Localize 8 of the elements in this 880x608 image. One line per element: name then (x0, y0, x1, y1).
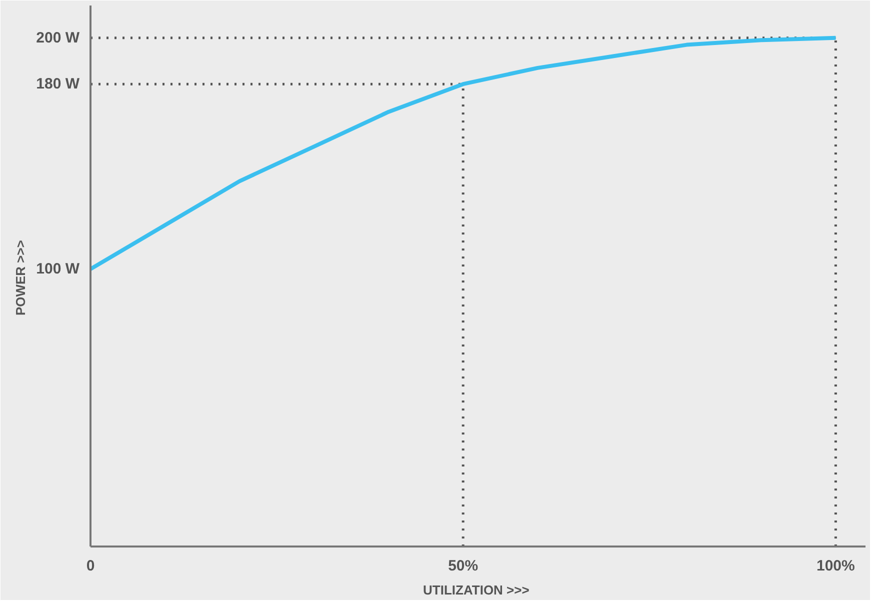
y-tick-label: 100 W (36, 260, 80, 278)
y-tick-label: 180 W (36, 76, 80, 93)
x-tick-label: 50% (448, 558, 478, 574)
x-tick-label: 100% (816, 558, 855, 574)
x-tick-label: 0 (86, 558, 95, 574)
y-tick-label: 200 W (36, 29, 80, 46)
y-axis-title: POWER >>> (13, 240, 28, 316)
x-axis-title: UTILIZATION >>> (423, 582, 530, 598)
